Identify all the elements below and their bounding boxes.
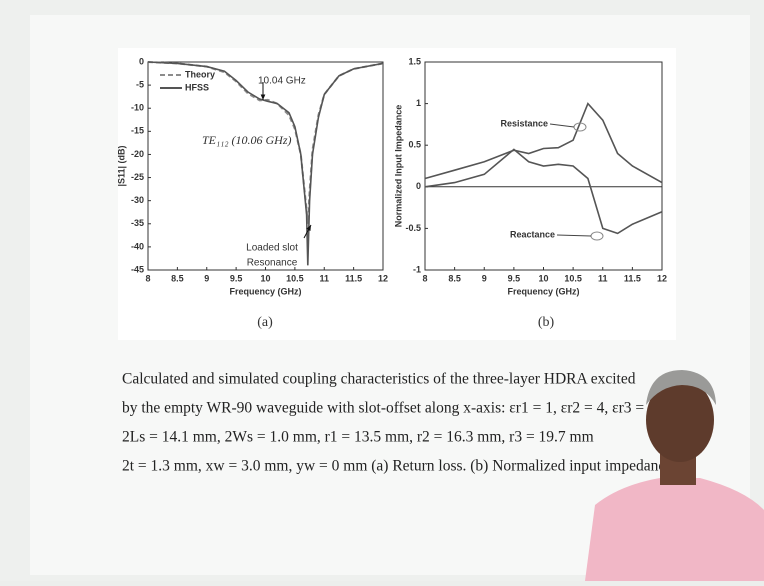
callout-line — [549, 123, 575, 128]
sublabel: (a) — [257, 315, 273, 330]
y-tick-label: 0 — [416, 181, 421, 191]
y-tick-label: 1 — [416, 98, 421, 108]
x-tick-label: 8 — [422, 273, 427, 283]
x-axis-label: Frequency (GHz) — [507, 286, 579, 296]
callout-line — [556, 234, 592, 237]
chart-a-box — [118, 48, 400, 340]
arrow-head — [260, 94, 266, 100]
x-tick-label: 11 — [319, 273, 329, 283]
x-tick-label: 9.5 — [230, 273, 243, 283]
y-tick-label: -5 — [136, 79, 144, 89]
y-tick-label: -30 — [131, 195, 144, 205]
y-tick-label: -0.5 — [405, 223, 421, 233]
annotation: 10.04 GHz — [258, 76, 306, 87]
x-tick-label: 11.5 — [624, 273, 641, 283]
y-tick-label: 1.5 — [408, 56, 421, 66]
arrow-head — [306, 225, 311, 231]
charts: 8 8.5 9 9.5 10 10.5 11 11.5 120-5-10-15-20-25-30… — [116, 56, 667, 330]
x-tick-label: 11.5 — [345, 273, 362, 283]
y-tick-label: -20 — [131, 149, 144, 159]
x-tick-label: 10.5 — [564, 273, 582, 283]
presenter — [585, 370, 764, 581]
y-tick-label: -1 — [413, 264, 421, 274]
caption-line: Calculated and simulated coupling charac… — [122, 371, 636, 388]
y-tick-label: -35 — [131, 218, 144, 228]
y-tick-label: -15 — [131, 126, 144, 136]
annotation: Loaded slot — [246, 243, 298, 254]
x-tick-label: 8.5 — [448, 273, 461, 283]
y-tick-label: -25 — [131, 172, 144, 182]
sublabel: (b) — [538, 315, 555, 330]
x-tick-label: 9 — [204, 273, 209, 283]
y-tick-label: 0 — [139, 56, 144, 66]
y-tick-label: 0.5 — [408, 140, 421, 150]
caption: Calculated and simulated coupling charac… — [122, 371, 676, 475]
annotation: Resonance — [247, 258, 298, 269]
series-line — [147, 61, 384, 266]
y-tick-label: -45 — [131, 264, 144, 274]
y-axis-label: |S11| (dB) — [116, 145, 126, 186]
x-tick-label: 12 — [657, 273, 667, 283]
caption-line: 2Ls = 14.1 mm, 2Ws = 1.0 mm, r1 = 13.5 m… — [122, 429, 594, 446]
caption-line: by the empty WR-90 waveguide with slot-o… — [122, 400, 644, 417]
caption-line: 2t = 1.3 mm, xw = 3.0 mm, yw = 0 mm (a) … — [122, 458, 676, 475]
shirt — [585, 478, 764, 581]
series-label: Reactance — [510, 229, 555, 239]
annotation: TE₁₁₂ (10.06 GHz) — [202, 133, 292, 147]
legend-label: Theory — [185, 69, 215, 79]
x-tick-label: 12 — [378, 273, 388, 283]
chart-b-box — [400, 48, 676, 340]
x-tick-label: 11 — [598, 273, 608, 283]
x-axis-label: Frequency (GHz) — [229, 286, 301, 296]
x-tick-label: 10 — [260, 273, 270, 283]
hair — [646, 370, 716, 405]
y-tick-label: -40 — [131, 241, 144, 251]
legend-label: HFSS — [185, 82, 209, 92]
x-tick-label: 10 — [538, 273, 548, 283]
x-tick-label: 10.5 — [286, 273, 304, 283]
series-line — [424, 148, 663, 235]
y-axis-label: Normalized Input Impedance — [393, 105, 403, 228]
series-line — [424, 102, 663, 184]
head — [646, 378, 714, 462]
series-label: Resistance — [500, 118, 548, 128]
x-tick-label: 9.5 — [508, 273, 521, 283]
x-tick-label: 8.5 — [171, 273, 184, 283]
y-tick-label: -10 — [131, 103, 144, 113]
x-tick-label: 8 — [145, 273, 150, 283]
x-tick-label: 9 — [482, 273, 487, 283]
